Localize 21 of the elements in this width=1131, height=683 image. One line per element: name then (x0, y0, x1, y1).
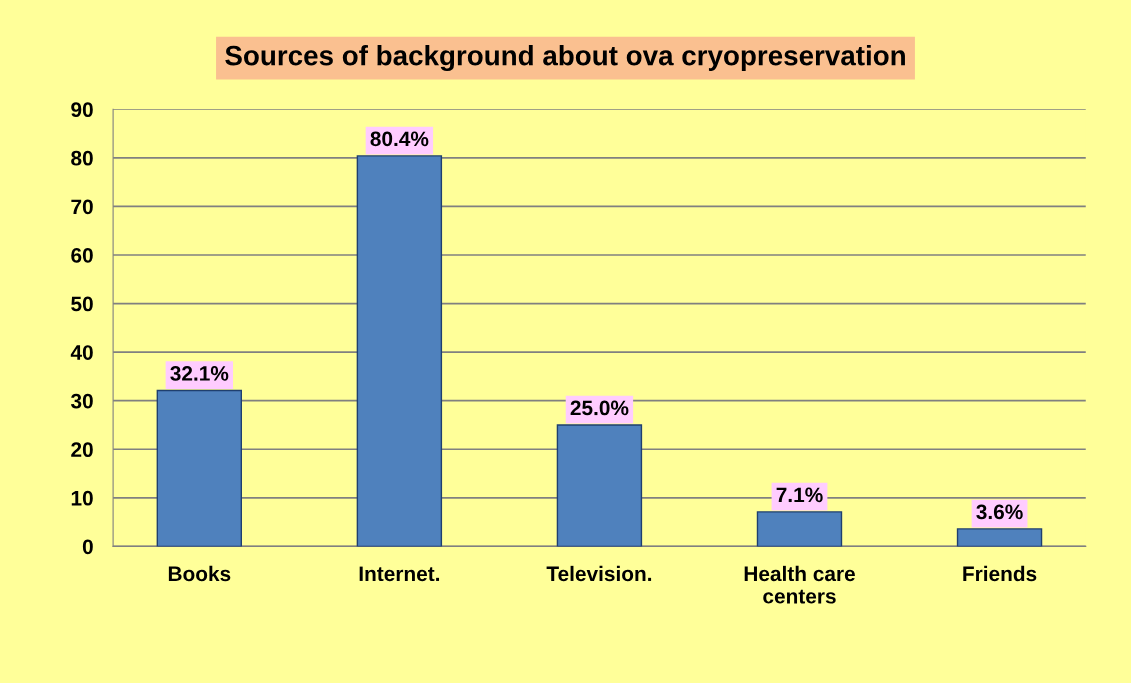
y-tick-label: 40 (70, 345, 93, 360)
x-tick-label: Health care centers (744, 565, 855, 604)
y-tick-label: 50 (71, 296, 93, 312)
y-tick-label: 80 (71, 150, 93, 166)
x-tick-label: Books (168, 565, 231, 582)
data-label: 32.1% (170, 366, 229, 381)
x-tick-label: Internet. (359, 566, 440, 582)
y-tick-label: 20 (71, 442, 93, 458)
y-tick-label: 60 (71, 247, 93, 263)
y-tick-label: 0 (82, 539, 93, 555)
chart-title: Sources of background about ova cryopreservation (225, 45, 905, 72)
data-label: 25.0% (570, 400, 629, 416)
data-label: 80.4% (370, 131, 429, 147)
y-tick-label: 70 (71, 199, 93, 215)
data-label: 7.1% (776, 487, 823, 503)
y-tick-label: 30 (70, 393, 93, 409)
y-tick-label: 10 (71, 490, 93, 506)
data-label: 3.6% (976, 504, 1023, 520)
y-tick-label: 90 (71, 102, 93, 118)
x-tick-label: Television. (546, 565, 652, 582)
x-tick-label: Friends (963, 565, 1037, 582)
